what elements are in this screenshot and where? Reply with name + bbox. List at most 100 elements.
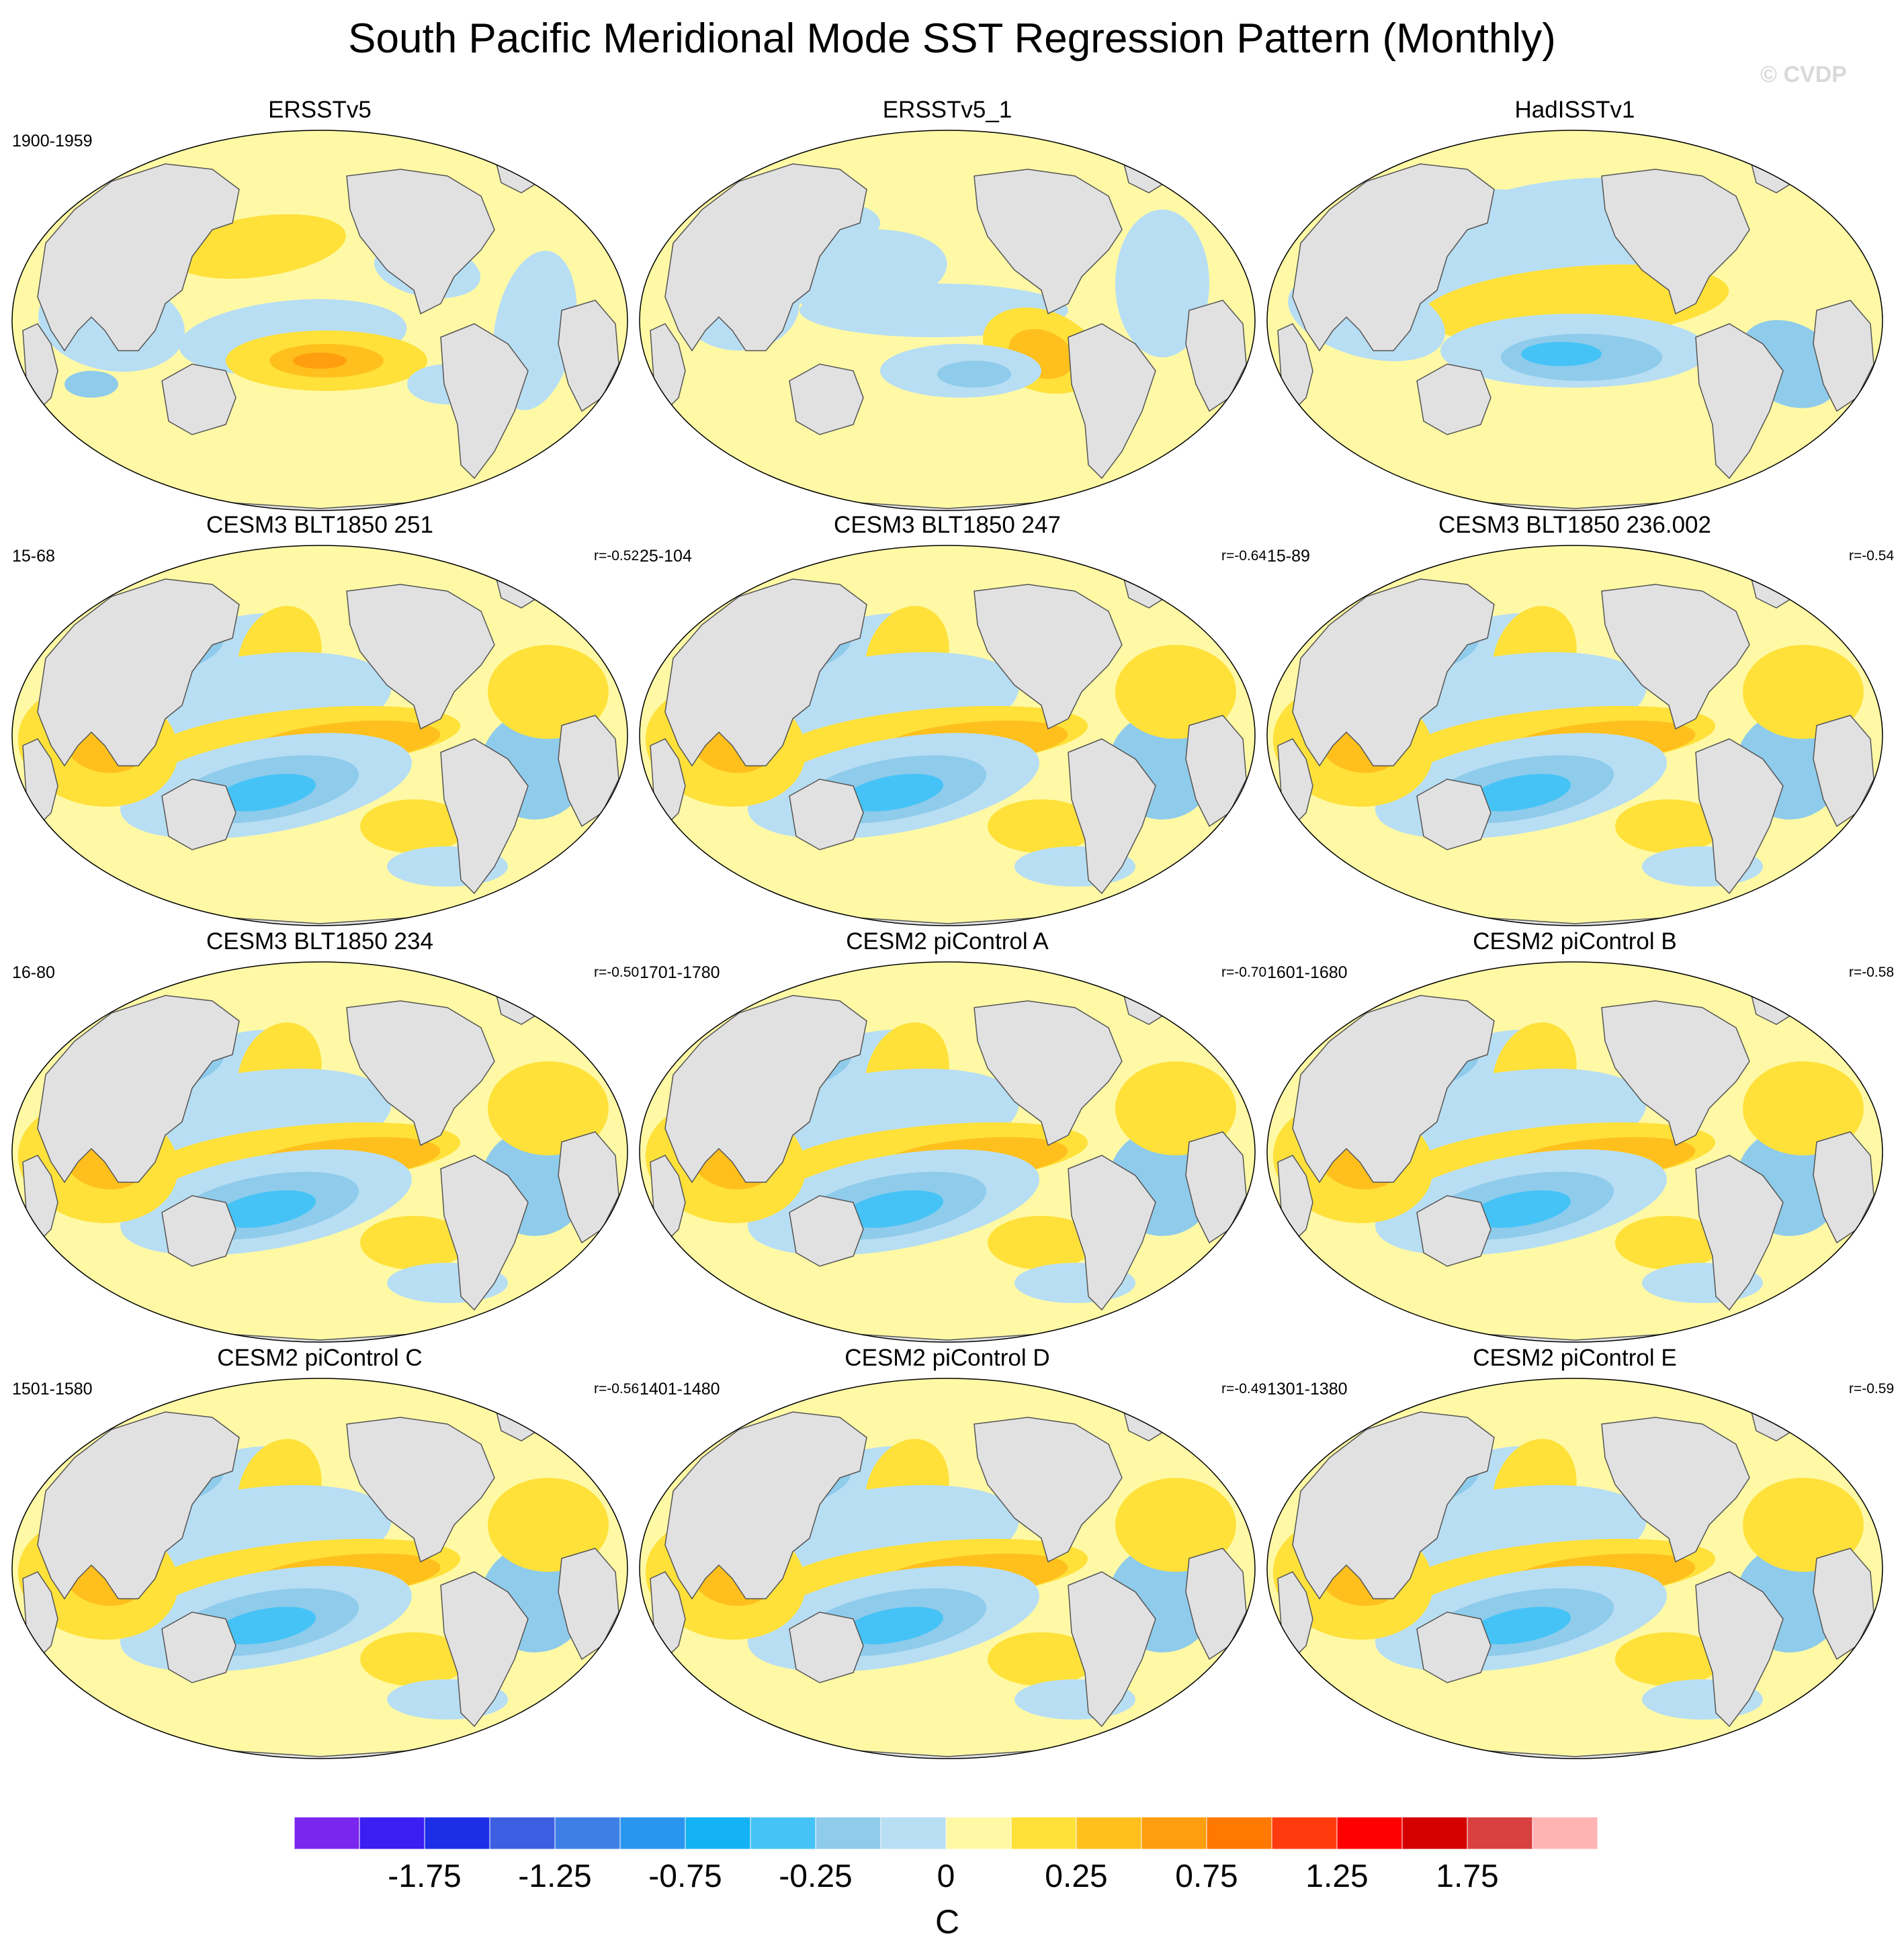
colorbar-swatch (619, 1816, 686, 1850)
panel-correlation-label: r=-0.49 (1221, 1381, 1267, 1397)
sst-map (11, 545, 628, 926)
panel-title: HadISSTv1 (1514, 97, 1635, 123)
colorbar-swatch (750, 1816, 816, 1850)
land-samerica (1695, 738, 1784, 895)
panel-period-label: 1301-1380 (1267, 1380, 1348, 1399)
sst-anomaly-region (1615, 1632, 1723, 1686)
sst-anomaly-region (293, 353, 347, 369)
sst-map (1266, 1378, 1883, 1759)
sst-anomaly-region (1471, 1190, 1571, 1228)
land-samerica (1068, 1155, 1156, 1311)
panel-period-label: 1501-1580 (12, 1380, 93, 1399)
colorbar-swatch (815, 1816, 881, 1850)
sst-anomaly-region (1743, 645, 1864, 739)
land-namerica (1601, 1417, 1750, 1563)
land-australia (789, 363, 864, 435)
land-namerica (1601, 1000, 1750, 1147)
sst-anomaly-region (844, 1190, 943, 1228)
sst-map (639, 545, 1256, 926)
land-eurasia (37, 163, 240, 352)
panel-period-label: 1401-1480 (640, 1380, 720, 1399)
land-samerica (1068, 738, 1156, 895)
panel-period-label: 25-104 (640, 547, 692, 566)
land-namerica (973, 1417, 1123, 1563)
map-border (639, 1378, 1256, 1759)
panel-title: CESM2 piControl E (1473, 1345, 1677, 1371)
map-border (11, 1378, 628, 1759)
colorbar-unit-label: C (935, 1903, 960, 1941)
sst-anomaly-region (360, 799, 468, 853)
sst-anomaly-region (1115, 1061, 1236, 1155)
map-border (11, 545, 628, 926)
colorbar-swatch (1532, 1816, 1598, 1850)
map-border (11, 130, 628, 511)
map-border (1266, 545, 1883, 926)
colorbar-swatch (359, 1816, 425, 1850)
panel-period-label: 16-80 (12, 963, 55, 982)
sst-map (11, 1378, 628, 1759)
sst-anomaly-region (988, 799, 1095, 853)
panel-correlation-label: r=-0.70 (1221, 965, 1267, 980)
colorbar-swatch (1401, 1816, 1468, 1850)
sst-anomaly-region (988, 1216, 1095, 1270)
colorbar-tick-label: 1.25 (1305, 1859, 1369, 1894)
land-samerica (1068, 323, 1156, 480)
panel-title: CESM3 BLT1850 247 (834, 512, 1061, 538)
sst-anomaly-region (1115, 645, 1236, 739)
sst-anomaly-region (1115, 210, 1209, 357)
colorbar-swatch (294, 1816, 360, 1850)
colorbar-tick-label: -1.25 (518, 1859, 592, 1894)
land-eurasia (37, 578, 240, 767)
land-eurasia (664, 995, 867, 1184)
panel-title: CESM2 piControl D (845, 1345, 1050, 1371)
colorbar-swatch (945, 1816, 1012, 1850)
colorbar-swatch (1271, 1816, 1338, 1850)
sst-anomaly-region (216, 774, 316, 811)
colorbar-tick-label: -0.25 (779, 1859, 853, 1894)
colorbar-swatch (1467, 1816, 1533, 1850)
land-eurasia (1292, 578, 1495, 767)
sst-anomaly-region (988, 1632, 1095, 1686)
sst-anomaly-region (488, 645, 609, 739)
sst-anomaly-region (488, 1478, 609, 1572)
land-namerica (346, 584, 495, 730)
land-eurasia (1292, 995, 1495, 1184)
colorbar-swatch (880, 1816, 947, 1850)
panel-correlation-label: r=-0.59 (1849, 1381, 1895, 1397)
sst-map (1266, 130, 1883, 511)
land-namerica (1601, 169, 1750, 315)
sst-anomaly-region (1471, 774, 1571, 811)
map-border (1266, 1378, 1883, 1759)
land-eurasia (37, 995, 240, 1184)
sst-anomaly-region (488, 1061, 609, 1155)
colorbar-tick-label: 0 (937, 1859, 955, 1894)
sst-anomaly-region (216, 1190, 316, 1228)
land-eurasia (664, 163, 867, 352)
panel-title: ERSSTv5 (268, 97, 372, 123)
map-border (11, 961, 628, 1343)
land-namerica (973, 1000, 1123, 1147)
sst-map (11, 961, 628, 1343)
panel-period-label: 1900-1959 (12, 132, 93, 150)
panel-correlation-label: r=-0.58 (1849, 965, 1895, 980)
colorbar-tick-label: -0.75 (648, 1859, 722, 1894)
panel-period-label: 1701-1780 (640, 963, 720, 982)
panel-correlation-label: r=-0.50 (594, 965, 640, 980)
land-eurasia (664, 1411, 867, 1600)
panel-title: CESM2 piControl C (217, 1345, 423, 1371)
colorbar-tick-label: 0.25 (1045, 1859, 1108, 1894)
panel-title: CESM2 piControl B (1473, 928, 1677, 955)
colorbar-swatch (554, 1816, 621, 1850)
land-australia (1416, 363, 1491, 435)
land-namerica (346, 1417, 495, 1563)
land-samerica (1068, 1571, 1156, 1728)
land-eurasia (664, 578, 867, 767)
colorbar-swatch (489, 1816, 556, 1850)
land-australia (789, 1611, 864, 1683)
colorbar-tick-label: 0.75 (1175, 1859, 1238, 1894)
colorbar-swatch (1206, 1816, 1272, 1850)
sst-anomaly-region (360, 1216, 468, 1270)
sst-anomaly-region (64, 371, 118, 398)
sst-anomaly-region (1471, 1607, 1571, 1644)
